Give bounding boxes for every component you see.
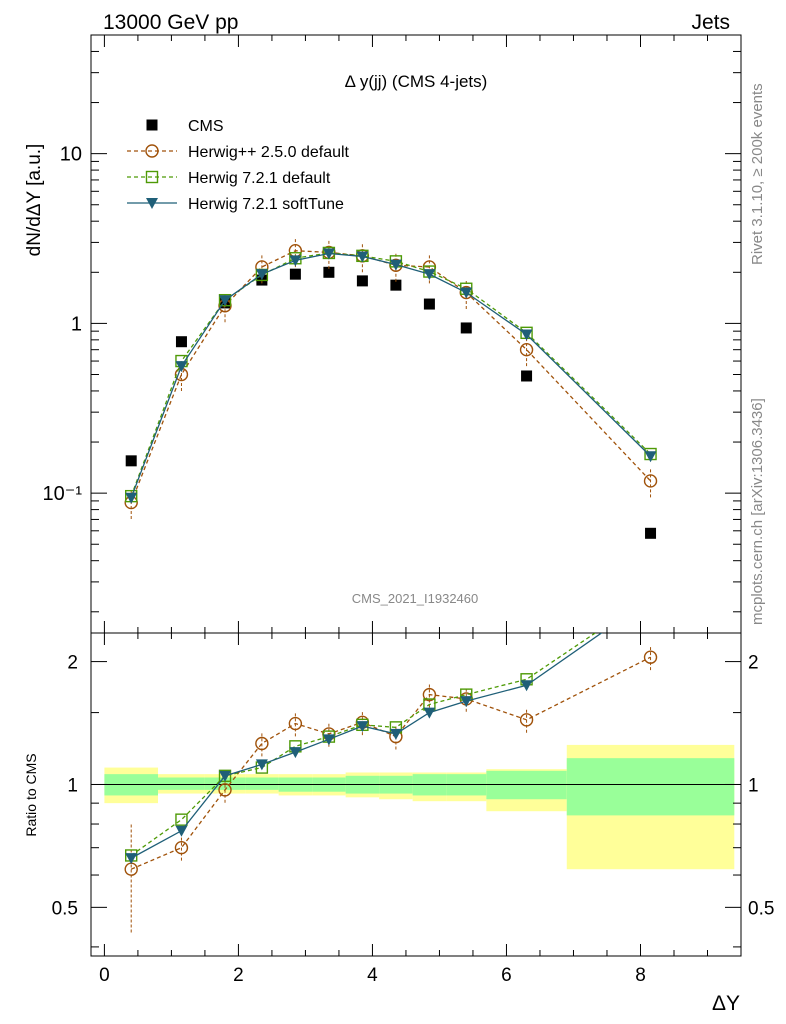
ratio-herwig721-point	[645, 590, 656, 601]
ratio-softtune-point	[322, 734, 335, 746]
cms-point	[645, 527, 657, 539]
ratio-y-axis-label: Ratio to CMS	[23, 753, 39, 836]
ratio-tick-label-right: 1	[748, 775, 759, 796]
cms-point	[521, 370, 533, 382]
axis-ticks	[91, 34, 741, 956]
watermark: CMS_2021_I1932460	[352, 591, 479, 606]
ratio-herwigpp-point	[288, 716, 303, 731]
ratio-herwig-7-2-1-default-line	[130, 633, 597, 856]
legend-label: CMS	[188, 118, 224, 135]
herwigpp-point	[519, 342, 534, 357]
band-inner-bin	[486, 770, 567, 800]
softtune-point	[219, 295, 232, 307]
cms-point	[289, 268, 301, 280]
softtune-point	[460, 287, 473, 299]
cms-point	[423, 298, 435, 310]
ratio-softtune-point	[356, 721, 369, 733]
legend-label: Herwig 7.2.1 softTune	[188, 196, 344, 213]
ratio-softtune-point	[423, 707, 436, 719]
y-tick-label: 10	[60, 144, 82, 166]
ratio-herwigpp-point	[218, 783, 232, 797]
herwigpp-point	[643, 474, 658, 488]
y-tick-label: 10⁻¹	[43, 483, 83, 505]
ratio-herwig-2-5-0-default-line	[130, 656, 651, 870]
ratio-herwigpp-point	[174, 840, 189, 855]
ratio-softtune-point	[460, 696, 473, 708]
ratio-softtune-point	[289, 747, 302, 759]
softtune-point	[289, 255, 302, 267]
x-tick-label: 8	[635, 965, 646, 986]
band-inner-bin	[245, 777, 279, 790]
x-tick-label: 2	[233, 965, 244, 986]
ratio-tick-label-right: 2	[748, 653, 759, 674]
softtune-point	[389, 259, 402, 271]
legend-label: Herwig 7.2.1 default	[188, 170, 331, 187]
cms-point	[356, 275, 368, 287]
legend-marker	[146, 119, 158, 131]
ratio-herwigpp-point	[519, 713, 534, 727]
mcplots-label: mcplots.cern.ch [arXiv:1306.3436]	[749, 398, 766, 625]
ratio-tick-label-right: 0.5	[748, 898, 774, 919]
ratio-herwig721-point	[175, 813, 188, 826]
ratio-tick-label-left: 1	[67, 775, 78, 796]
softtune-point	[356, 251, 369, 263]
header-left: 13000 GeV pp	[103, 11, 238, 34]
cms-point	[390, 279, 402, 291]
band-inner-bin	[566, 758, 735, 816]
softtune-point	[423, 269, 436, 281]
ratio-softtune-point	[219, 770, 232, 782]
ratio-herwig-7-2-1-softtune-line	[130, 633, 603, 859]
ratio-tick-label-left: 0.5	[52, 898, 78, 919]
softtune-point	[322, 248, 335, 260]
ratio-softtune-point	[520, 680, 533, 692]
ratio-softtune-point	[175, 825, 188, 837]
x-tick-label: 6	[501, 965, 512, 986]
cms-point	[460, 322, 472, 334]
band-inner-bin	[158, 777, 205, 790]
ratio-herwigpp-point	[255, 736, 269, 751]
x-axis-label: ΔY	[712, 992, 740, 1015]
main-plot-data	[124, 237, 658, 539]
ratio-softtune-point	[389, 728, 402, 740]
ratio-tick-label-left: 2	[67, 653, 78, 674]
cms-point	[323, 266, 335, 278]
uncertainty-bands	[104, 744, 735, 870]
legend-marker	[146, 198, 158, 209]
ratio-softtune-point	[255, 759, 268, 771]
ratio-frame	[90, 632, 742, 957]
tick-labels: 0 2 4 6 8 10⁻¹ 1 10 0.5 0.5 1 1 2 2	[43, 144, 775, 986]
softtune-point	[255, 269, 268, 281]
ratio-softtune-point	[645, 594, 657, 605]
rivet-label: Rivet 3.1.10, ≥ 200k events	[749, 83, 766, 265]
header-right: Jets	[691, 11, 730, 34]
ratio-softtune-point	[125, 853, 138, 865]
softtune-point	[644, 451, 657, 463]
y-tick-label: 1	[71, 313, 82, 335]
legend-marker	[145, 170, 159, 184]
softtune-point	[520, 329, 533, 341]
legend-marker	[145, 144, 159, 158]
legend: CMS Herwig++ 2.5.0 default Herwig 7.2.1 de…	[127, 118, 350, 213]
x-tick-label: 0	[99, 965, 110, 986]
ratio-plot-data	[124, 590, 658, 933]
ratio-herwigpp-point	[643, 650, 658, 664]
cms-point	[125, 455, 137, 467]
herwig-7-2-1-softtune-line	[130, 252, 651, 498]
ratio-herwigpp-point	[422, 687, 437, 702]
y-axis-label: dN/dΔY [a.u.]	[24, 144, 45, 257]
chart-title: Δ y(jj) (CMS 4-jets)	[345, 72, 488, 91]
legend-label: Herwig++ 2.5.0 default	[188, 144, 350, 161]
cms-point	[175, 336, 187, 348]
softtune-point	[175, 361, 188, 373]
x-tick-label: 4	[367, 965, 378, 986]
softtune-point	[125, 492, 138, 504]
